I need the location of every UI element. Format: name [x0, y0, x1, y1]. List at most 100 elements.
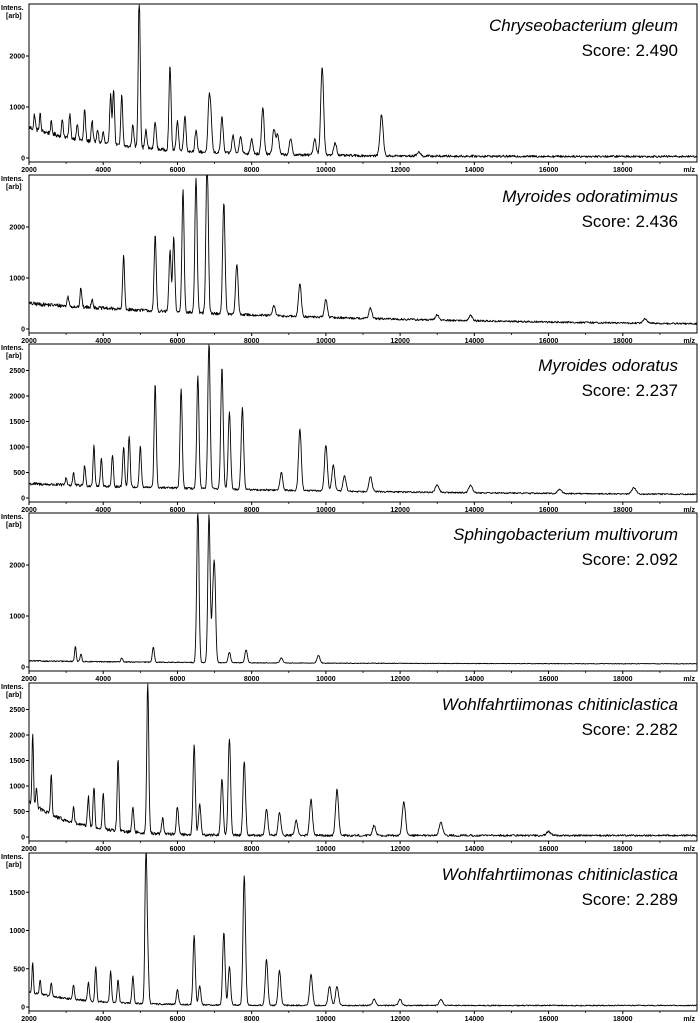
- species-name: Chryseobacterium gleum: [489, 16, 678, 35]
- y-tick-label: 0: [21, 156, 25, 163]
- y-tick-label: 1000: [9, 784, 25, 791]
- x-tick-label: 6000: [170, 507, 186, 514]
- x-tick-label: 10000: [316, 167, 336, 174]
- x-tick-label: 16000: [539, 676, 559, 683]
- y-tick-label: 0: [21, 1005, 25, 1012]
- spectrum-trace: [28, 4, 698, 158]
- x-tick-label: 14000: [465, 1016, 485, 1023]
- x-tick-label: 12000: [390, 1016, 410, 1023]
- y-axis-label-line2: [arb]: [6, 692, 22, 699]
- x-tick-label: 10000: [316, 846, 336, 853]
- y-tick-label: 2500: [9, 707, 25, 714]
- x-tick-label: 4000: [95, 846, 111, 853]
- identification-score: Score: 2.490: [582, 41, 678, 60]
- x-tick-label: 6000: [170, 846, 186, 853]
- x-tick-label: 16000: [539, 338, 559, 345]
- x-axis-label: m/z: [683, 507, 695, 514]
- x-tick-label: 8000: [244, 846, 260, 853]
- x-tick-label: 18000: [613, 167, 633, 174]
- y-axis-label-line1: Intens.: [1, 5, 24, 12]
- x-tick-label: 4000: [95, 676, 111, 683]
- x-tick-label: 6000: [170, 167, 186, 174]
- y-axis-label-line2: [arb]: [6, 13, 22, 20]
- spectrum-trace: [28, 344, 698, 496]
- y-tick-label: 1500: [9, 758, 25, 765]
- x-tick-label: 18000: [613, 1016, 633, 1023]
- y-axis-label-line2: [arb]: [6, 522, 22, 529]
- x-tick-label: 16000: [539, 1016, 559, 1023]
- identification-score: Score: 2.092: [582, 550, 678, 569]
- identification-score: Score: 2.237: [582, 381, 678, 400]
- x-tick-label: 2000: [21, 846, 37, 853]
- y-tick-label: 0: [21, 496, 25, 503]
- y-tick-label: 2500: [9, 368, 25, 375]
- x-tick-label: 10000: [316, 676, 336, 683]
- x-tick-label: 4000: [95, 507, 111, 514]
- x-axis-label: m/z: [683, 846, 695, 853]
- x-tick-label: 8000: [244, 507, 260, 514]
- x-tick-label: 2000: [21, 338, 37, 345]
- y-tick-label: 1000: [9, 276, 25, 283]
- x-tick-label: 12000: [390, 338, 410, 345]
- x-tick-label: 18000: [613, 507, 633, 514]
- species-name: Myroides odoratus: [538, 356, 678, 375]
- x-tick-label: 12000: [390, 507, 410, 514]
- x-tick-label: 2000: [21, 507, 37, 514]
- x-tick-label: 2000: [21, 167, 37, 174]
- x-tick-label: 18000: [613, 338, 633, 345]
- y-tick-label: 1500: [9, 419, 25, 426]
- x-tick-label: 16000: [539, 507, 559, 514]
- x-tick-label: 6000: [170, 338, 186, 345]
- x-tick-label: 8000: [244, 338, 260, 345]
- y-tick-label: 500: [13, 470, 25, 477]
- y-axis-label-line1: Intens.: [1, 345, 24, 352]
- y-axis-label-line1: Intens.: [1, 684, 24, 691]
- identification-score: Score: 2.282: [582, 720, 678, 739]
- y-tick-label: 500: [13, 966, 25, 973]
- spectrum-trace: [28, 513, 698, 665]
- x-tick-label: 8000: [244, 676, 260, 683]
- y-axis-label-line2: [arb]: [6, 353, 22, 360]
- x-tick-label: 18000: [613, 676, 633, 683]
- y-tick-label: 0: [21, 665, 25, 672]
- species-name: Sphingobacterium multivorum: [453, 525, 678, 544]
- y-tick-label: 1000: [9, 614, 25, 621]
- x-axis-label: m/z: [683, 338, 695, 345]
- x-tick-label: 2000: [21, 676, 37, 683]
- x-axis-label: m/z: [683, 167, 695, 174]
- y-tick-label: 2000: [9, 394, 25, 401]
- y-axis-label-line2: [arb]: [6, 184, 22, 191]
- x-tick-label: 4000: [95, 167, 111, 174]
- spectrum-trace: [28, 683, 698, 838]
- identification-score: Score: 2.289: [582, 890, 678, 909]
- x-tick-label: 14000: [465, 676, 485, 683]
- x-tick-label: 12000: [390, 167, 410, 174]
- x-axis-label: m/z: [683, 1016, 695, 1023]
- x-axis-label: m/z: [683, 676, 695, 683]
- x-tick-label: 4000: [95, 338, 111, 345]
- y-tick-label: 2000: [9, 225, 25, 232]
- x-tick-label: 6000: [170, 1016, 186, 1023]
- x-tick-label: 4000: [95, 1016, 111, 1023]
- y-tick-label: 2000: [9, 54, 25, 61]
- x-tick-label: 14000: [465, 338, 485, 345]
- x-tick-label: 10000: [316, 507, 336, 514]
- x-tick-label: 16000: [539, 167, 559, 174]
- species-name: Myroides odoratimimus: [502, 187, 678, 206]
- species-name: Wohlfahrtiimonas chitiniclastica: [442, 865, 678, 884]
- x-tick-label: 10000: [316, 338, 336, 345]
- y-tick-label: 1000: [9, 105, 25, 112]
- y-tick-label: 1000: [9, 928, 25, 935]
- x-tick-label: 10000: [316, 1016, 336, 1023]
- identification-score: Score: 2.436: [582, 212, 678, 231]
- x-tick-label: 8000: [244, 1016, 260, 1023]
- x-tick-label: 12000: [390, 676, 410, 683]
- y-tick-label: 1500: [9, 890, 25, 897]
- y-axis-label-line1: Intens.: [1, 854, 24, 861]
- x-tick-label: 12000: [390, 846, 410, 853]
- x-tick-label: 14000: [465, 846, 485, 853]
- x-tick-label: 16000: [539, 846, 559, 853]
- x-tick-label: 8000: [244, 167, 260, 174]
- spectrum-trace: [28, 853, 698, 1007]
